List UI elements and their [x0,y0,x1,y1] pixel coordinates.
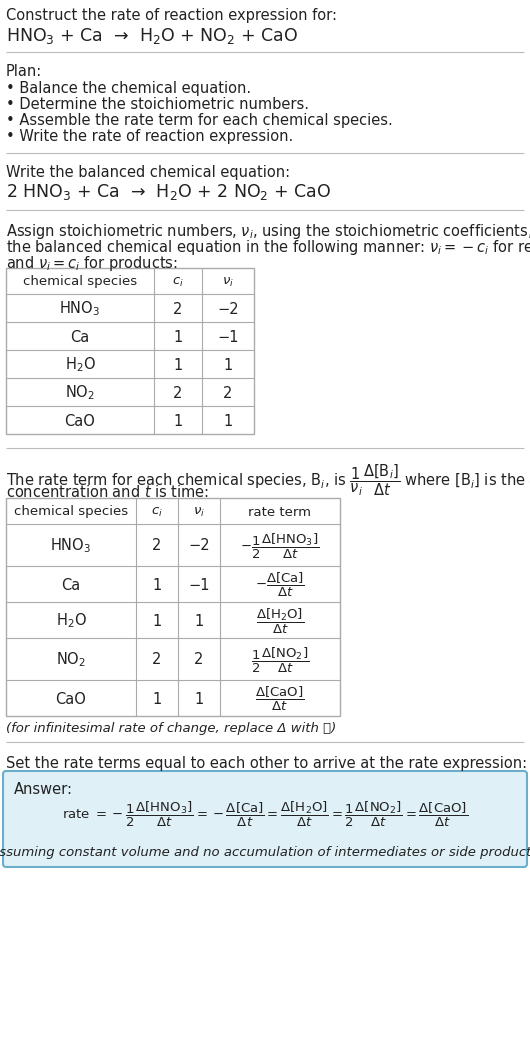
Text: Assign stoichiometric numbers, $\nu_i$, using the stoichiometric coefficients, $: Assign stoichiometric numbers, $\nu_i$, … [6,222,530,241]
Text: (for infinitesimal rate of change, replace Δ with 𝑑): (for infinitesimal rate of change, repla… [6,722,336,735]
Text: −1: −1 [188,577,210,593]
Text: 2: 2 [173,386,183,400]
Text: (assuming constant volume and no accumulation of intermediates or side products): (assuming constant volume and no accumul… [0,846,530,859]
Text: $c_i$: $c_i$ [151,505,163,519]
Text: Ca: Ca [61,577,81,593]
Text: HNO$_3$: HNO$_3$ [59,300,101,319]
Text: 1: 1 [153,692,162,706]
FancyBboxPatch shape [3,771,527,867]
Text: Set the rate terms equal to each other to arrive at the rate expression:: Set the rate terms equal to each other t… [6,756,527,771]
Text: Ca: Ca [70,329,90,345]
Text: HNO$_3$: HNO$_3$ [50,537,92,555]
Text: The rate term for each chemical species, B$_i$, is $\dfrac{1}{\nu_i}\dfrac{\Delt: The rate term for each chemical species,… [6,462,530,498]
Text: 1: 1 [223,414,233,428]
Text: chemical species: chemical species [23,275,137,289]
Text: $c_i$: $c_i$ [172,275,184,289]
Text: $\dfrac{\Delta[\mathrm{CaO}]}{\Delta t}$: $\dfrac{\Delta[\mathrm{CaO}]}{\Delta t}$ [255,685,305,713]
Bar [6,498,340,716]
Text: Construct the rate of reaction expression for:: Construct the rate of reaction expressio… [6,8,337,23]
Bar [6,268,254,435]
Text: $-\dfrac{1}{2}\dfrac{\Delta[\mathrm{HNO_3}]}{\Delta t}$: $-\dfrac{1}{2}\dfrac{\Delta[\mathrm{HNO_… [241,531,320,561]
Text: • Determine the stoichiometric numbers.: • Determine the stoichiometric numbers. [6,97,309,111]
Text: Answer:: Answer: [14,782,73,797]
Text: chemical species: chemical species [14,505,128,519]
Text: Write the balanced chemical equation:: Write the balanced chemical equation: [6,165,290,180]
Text: Plan:: Plan: [6,64,42,79]
Text: $-\dfrac{\Delta[\mathrm{Ca}]}{\Delta t}$: $-\dfrac{\Delta[\mathrm{Ca}]}{\Delta t}$ [255,571,305,599]
Text: 1: 1 [153,614,162,628]
Text: 1: 1 [195,692,204,706]
Text: CaO: CaO [56,692,86,706]
Text: 2: 2 [173,301,183,317]
Text: 2 HNO$_3$ + Ca  →  H$_2$O + 2 NO$_2$ + CaO: 2 HNO$_3$ + Ca → H$_2$O + 2 NO$_2$ + CaO [6,182,331,202]
Text: rate $= -\dfrac{1}{2}\dfrac{\Delta[\mathrm{HNO_3}]}{\Delta t} = -\dfrac{\Delta[\: rate $= -\dfrac{1}{2}\dfrac{\Delta[\math… [62,800,468,829]
Text: • Assemble the rate term for each chemical species.: • Assemble the rate term for each chemic… [6,113,393,128]
Text: 1: 1 [195,614,204,628]
Text: H$_2$O: H$_2$O [65,355,95,374]
Text: NO$_2$: NO$_2$ [65,383,95,402]
Text: $\nu_i$: $\nu_i$ [193,505,205,519]
Text: and $\nu_i = c_i$ for products:: and $\nu_i = c_i$ for products: [6,254,178,273]
Text: • Balance the chemical equation.: • Balance the chemical equation. [6,81,251,96]
Text: 2: 2 [195,652,204,668]
Text: 1: 1 [173,329,183,345]
Text: $\dfrac{\Delta[\mathrm{H_2O}]}{\Delta t}$: $\dfrac{\Delta[\mathrm{H_2O}]}{\Delta t}… [256,606,304,636]
Text: NO$_2$: NO$_2$ [56,650,86,669]
Text: −1: −1 [217,329,238,345]
Text: 1: 1 [223,357,233,372]
Text: HNO$_3$ + Ca  →  H$_2$O + NO$_2$ + CaO: HNO$_3$ + Ca → H$_2$O + NO$_2$ + CaO [6,26,298,46]
Text: 1: 1 [153,577,162,593]
Text: −2: −2 [188,539,210,553]
Text: 2: 2 [223,386,233,400]
Text: • Write the rate of reaction expression.: • Write the rate of reaction expression. [6,129,293,144]
Text: −2: −2 [217,301,239,317]
Text: 2: 2 [152,652,162,668]
Text: CaO: CaO [65,414,95,428]
Text: H$_2$O: H$_2$O [56,612,86,630]
Text: 1: 1 [173,357,183,372]
Text: the balanced chemical equation in the following manner: $\nu_i = -c_i$ for react: the balanced chemical equation in the fo… [6,238,530,257]
Text: $\nu_i$: $\nu_i$ [222,275,234,289]
Text: $\dfrac{1}{2}\dfrac{\Delta[\mathrm{NO_2}]}{\Delta t}$: $\dfrac{1}{2}\dfrac{\Delta[\mathrm{NO_2}… [251,645,309,674]
Text: rate term: rate term [249,505,312,519]
Text: 1: 1 [173,414,183,428]
Text: concentration and $t$ is time:: concentration and $t$ is time: [6,483,209,500]
Text: 2: 2 [152,539,162,553]
